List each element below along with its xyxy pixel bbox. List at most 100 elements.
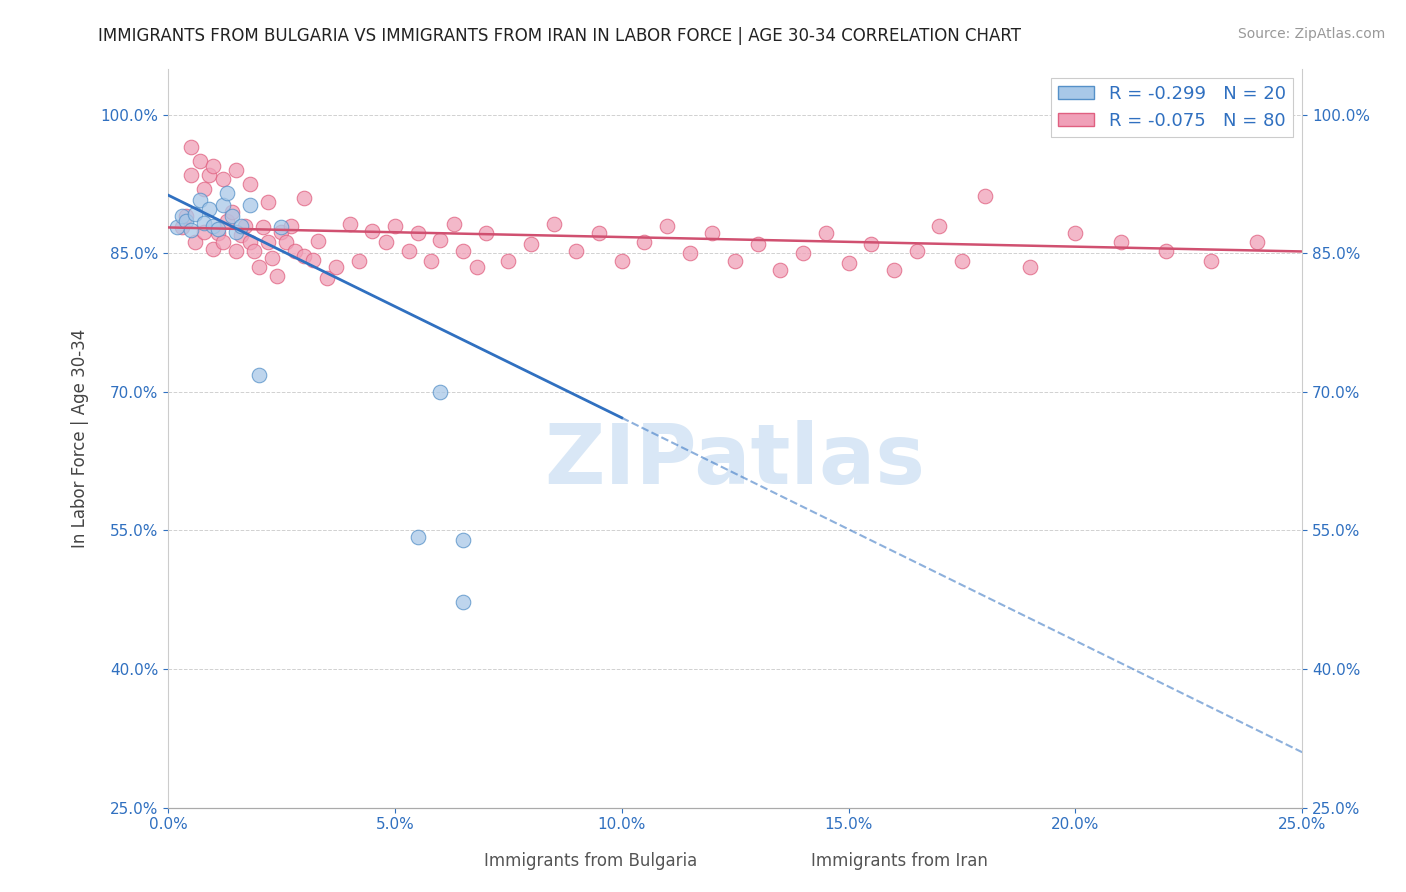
Point (928, 219, 950, 233)
Point (193, 216, 215, 230)
Point (166, 220, 188, 235)
Point (702, 226, 724, 240)
Point (284, 244, 307, 259)
Point (520, 237, 543, 252)
Point (233, 219, 256, 233)
Point (225, 163, 247, 178)
Point (655, 219, 678, 233)
Text: IMMIGRANTS FROM BULGARIA VS IMMIGRANTS FROM IRAN IN LABOR FORCE | AGE 30-34 CORR: IMMIGRANTS FROM BULGARIA VS IMMIGRANTS F… (98, 27, 1021, 45)
Point (950, 253, 973, 268)
Point (565, 244, 588, 259)
Point (239, 198, 262, 212)
Point (266, 269, 288, 284)
Point (325, 260, 347, 275)
Point (229, 219, 252, 233)
Point (1019, 260, 1042, 275)
Point (262, 251, 284, 265)
Legend: R = -0.299   N = 20, R = -0.075   N = 80: R = -0.299 N = 20, R = -0.075 N = 80 (1052, 78, 1294, 137)
Point (406, 530, 429, 544)
Point (193, 225, 215, 239)
Point (429, 384, 451, 399)
Point (307, 235, 329, 249)
Point (207, 226, 229, 240)
Point (239, 235, 262, 250)
Point (202, 159, 225, 173)
Point (588, 226, 610, 240)
Point (347, 253, 370, 268)
Point (679, 246, 702, 260)
Point (1246, 235, 1268, 250)
Point (792, 246, 814, 260)
Point (221, 210, 243, 224)
Y-axis label: In Labor Force | Age 30-34: In Labor Force | Age 30-34 (72, 328, 89, 548)
Point (202, 219, 225, 233)
Point (339, 217, 361, 231)
Point (451, 244, 474, 259)
Point (170, 210, 193, 224)
Point (838, 255, 860, 269)
Point (270, 219, 292, 234)
Point (451, 594, 474, 608)
Point (465, 260, 488, 275)
Point (193, 181, 215, 195)
Point (211, 235, 233, 250)
Text: Immigrants from Bulgaria: Immigrants from Bulgaria (484, 852, 697, 870)
Point (280, 219, 302, 233)
Point (860, 237, 883, 252)
Point (215, 186, 238, 201)
Point (202, 242, 225, 256)
Point (221, 204, 243, 219)
Point (747, 237, 769, 252)
Point (905, 244, 928, 258)
Point (180, 223, 202, 237)
Point (198, 168, 221, 182)
Point (207, 222, 229, 236)
Point (247, 260, 270, 275)
Point (361, 224, 384, 238)
Point (239, 177, 262, 191)
Point (302, 252, 325, 267)
Point (384, 219, 406, 233)
Point (292, 249, 315, 263)
Point (498, 253, 520, 268)
Point (474, 226, 496, 240)
Point (451, 533, 474, 547)
Point (211, 198, 233, 212)
Point (247, 368, 270, 383)
Point (769, 263, 792, 277)
Point (610, 253, 633, 268)
Point (170, 220, 193, 235)
Point (973, 189, 995, 203)
Text: ZIPatlas: ZIPatlas (544, 420, 925, 500)
Text: Source: ZipAtlas.com: Source: ZipAtlas.com (1237, 27, 1385, 41)
Point (883, 263, 905, 277)
Point (724, 253, 747, 268)
Point (257, 235, 280, 250)
Point (274, 235, 297, 250)
Point (174, 210, 197, 224)
Text: Immigrants from Iran: Immigrants from Iran (811, 852, 988, 870)
Point (429, 233, 451, 247)
Point (398, 244, 420, 259)
Point (180, 140, 202, 154)
Point (225, 244, 247, 259)
Point (1154, 244, 1177, 259)
Point (225, 225, 247, 239)
Point (252, 220, 274, 235)
Point (211, 172, 233, 186)
Point (180, 168, 202, 182)
Point (243, 244, 266, 259)
Point (292, 191, 315, 205)
Point (406, 226, 429, 240)
Point (633, 235, 655, 250)
Point (188, 153, 211, 168)
Point (229, 227, 252, 242)
Point (374, 235, 396, 250)
Point (1064, 226, 1087, 240)
Point (315, 271, 337, 285)
Point (257, 195, 280, 210)
Point (184, 235, 207, 250)
Point (1201, 253, 1223, 268)
Point (188, 193, 211, 207)
Point (174, 214, 197, 228)
